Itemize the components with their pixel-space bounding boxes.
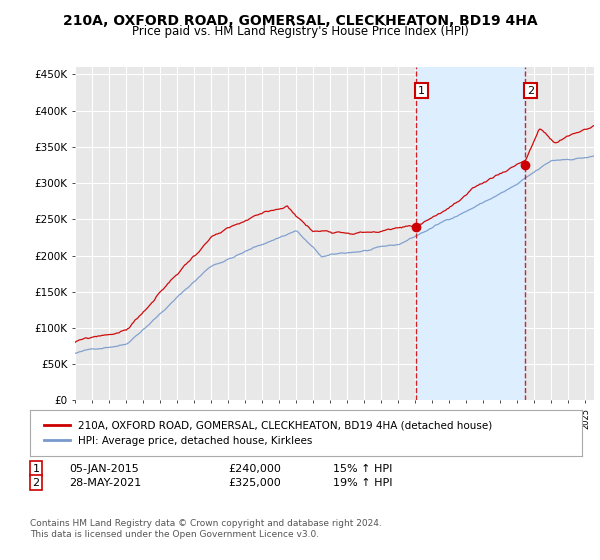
Text: Contains HM Land Registry data © Crown copyright and database right 2024.
This d: Contains HM Land Registry data © Crown c… bbox=[30, 520, 382, 539]
Text: £325,000: £325,000 bbox=[228, 478, 281, 488]
Text: £240,000: £240,000 bbox=[228, 464, 281, 474]
Text: 1: 1 bbox=[32, 464, 40, 474]
Text: 2: 2 bbox=[527, 86, 534, 96]
Text: 19% ↑ HPI: 19% ↑ HPI bbox=[333, 478, 392, 488]
Text: 15% ↑ HPI: 15% ↑ HPI bbox=[333, 464, 392, 474]
Text: 28-MAY-2021: 28-MAY-2021 bbox=[69, 478, 141, 488]
Text: 2: 2 bbox=[32, 478, 40, 488]
Text: 1: 1 bbox=[418, 86, 425, 96]
Text: Price paid vs. HM Land Registry's House Price Index (HPI): Price paid vs. HM Land Registry's House … bbox=[131, 25, 469, 38]
Text: 210A, OXFORD ROAD, GOMERSAL, CLECKHEATON, BD19 4HA: 210A, OXFORD ROAD, GOMERSAL, CLECKHEATON… bbox=[62, 14, 538, 28]
Bar bbox=[416, 67, 524, 400]
Legend: 210A, OXFORD ROAD, GOMERSAL, CLECKHEATON, BD19 4HA (detached house), HPI: Averag: 210A, OXFORD ROAD, GOMERSAL, CLECKHEATON… bbox=[41, 418, 496, 449]
Text: 05-JAN-2015: 05-JAN-2015 bbox=[69, 464, 139, 474]
